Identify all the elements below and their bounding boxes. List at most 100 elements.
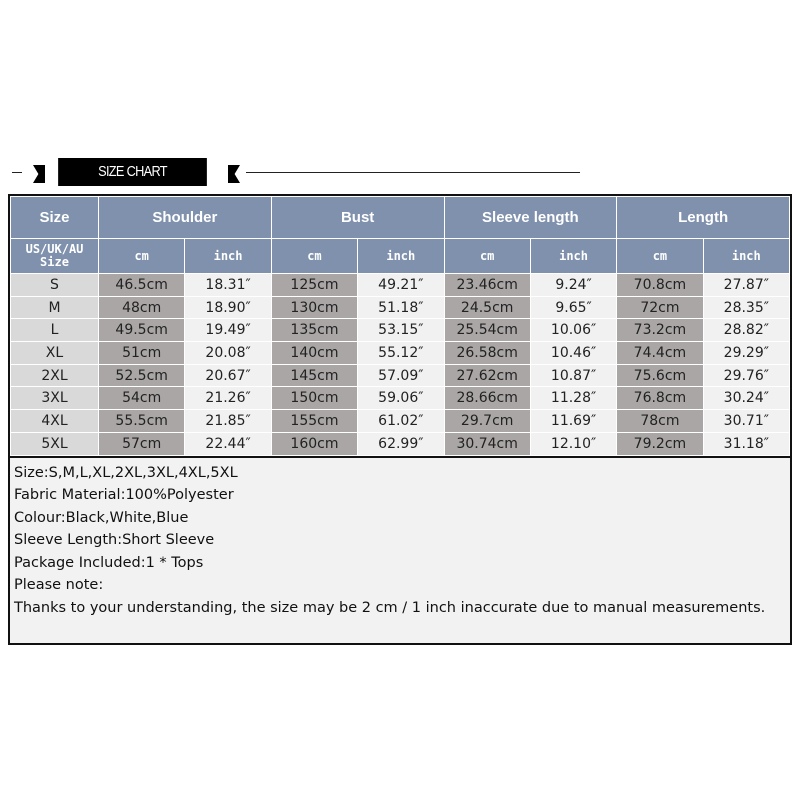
note-line: Fabric Material:100%Polyester (14, 487, 234, 503)
measurement-cell: 9.24″ (529, 273, 618, 297)
measurement-cell: 12.10″ (529, 431, 618, 456)
measurement-cell: 27.62cm (443, 363, 531, 388)
table-row: L 49.5cm 19.49″ 135cm 53.15″ 25.54cm 10.06″ 73.… (10, 318, 791, 343)
divider (12, 172, 22, 173)
note-line: Size:S,M,L,XL,2XL,3XL,4XL,5XL (14, 464, 238, 481)
size-cell: 3XL (10, 386, 99, 411)
size-cell: 5XL (10, 431, 99, 456)
unit-header: cm (443, 238, 531, 274)
banner-title: SIZE CHART (58, 158, 207, 186)
measurement-cell: 31.18″ (702, 431, 791, 456)
measurement-cell: 9.65″ (529, 295, 618, 320)
note-line: Please note: (14, 577, 104, 593)
measurement-cell: 59.06″ (357, 386, 445, 411)
measurement-cell: 24.5cm (443, 295, 531, 320)
measurement-cell: 10.06″ (529, 318, 618, 343)
measurement-cell: 55.5cm (97, 409, 186, 433)
measurement-cell: 10.46″ (529, 341, 618, 365)
ribbon-tail-left (33, 165, 45, 183)
measurement-cell: 25.54cm (443, 318, 531, 343)
measurement-cell: 20.67″ (184, 363, 272, 388)
table-row: 4XL 55.5cm 21.85″ 155cm 61.02″ 29.7cm 11.69″ 78… (10, 409, 791, 433)
measurement-cell: 30.74cm (443, 431, 531, 456)
measurement-cell: 29.76″ (702, 363, 791, 388)
header-size-region: US/UK/AU Size (10, 238, 99, 274)
measurement-cell: 49.21″ (357, 273, 445, 297)
measurement-cell: 150cm (270, 386, 359, 411)
unit-header: cm (270, 238, 359, 274)
measurement-cell: 27.87″ (702, 273, 791, 297)
table-row: M 48cm 18.90″ 130cm 51.18″ 24.5cm 9.65″ 72cm 28.… (10, 295, 791, 320)
size-cell: XL (10, 341, 99, 365)
measurement-cell: 130cm (270, 295, 359, 320)
measurement-cell: 53.15″ (357, 318, 445, 343)
note-line: Sleeve Length:Short Sleeve (14, 532, 215, 548)
measurement-cell: 30.71″ (702, 409, 791, 433)
measurement-cell: 23.46cm (443, 273, 531, 297)
table-row: 5XL 57cm 22.44″ 160cm 62.99″ 30.74cm 12.10″ 79.… (10, 431, 791, 456)
measurement-cell: 19.49″ (184, 318, 272, 343)
measurement-cell: 51.18″ (357, 295, 445, 320)
unit-header: inch (702, 238, 791, 274)
header-bust: Bust (270, 196, 445, 239)
note-line: Thanks to your understanding, the size m… (14, 599, 766, 616)
measurement-cell: 160cm (270, 431, 359, 456)
measurement-cell: 29.7cm (443, 409, 531, 433)
measurement-cell: 54cm (97, 386, 186, 411)
size-cell: M (10, 295, 99, 320)
unit-header: inch (184, 238, 272, 274)
measurement-cell: 155cm (270, 409, 359, 433)
measurement-cell: 20.08″ (184, 341, 272, 365)
measurement-cell: 61.02″ (357, 409, 445, 433)
measurement-cell: 18.31″ (184, 273, 272, 297)
size-cell: S (10, 273, 99, 297)
table-row: 2XL 52.5cm 20.67″ 145cm 57.09″ 27.62cm 10.87″ 7… (10, 363, 791, 388)
measurement-cell: 29.29″ (702, 341, 791, 365)
measurement-cell: 21.26″ (184, 386, 272, 411)
measurement-cell: 79.2cm (616, 431, 704, 456)
measurement-cell: 46.5cm (97, 273, 186, 297)
measurement-cell: 73.2cm (616, 318, 704, 343)
measurement-cell: 70.8cm (616, 273, 704, 297)
size-cell: 2XL (10, 363, 99, 388)
measurement-cell: 22.44″ (184, 431, 272, 456)
measurement-cell: 10.87″ (529, 363, 618, 388)
measurement-cell: 26.58cm (443, 341, 531, 365)
size-chart: Size Shoulder Bust Sleeve length Length … (8, 194, 792, 645)
header-length: Length (616, 196, 790, 239)
unit-header: inch (357, 238, 445, 274)
measurement-cell: 28.35″ (702, 295, 791, 320)
measurement-cell: 57.09″ (357, 363, 445, 388)
note-line: Colour:Black,White,Blue (14, 509, 189, 526)
divider (246, 172, 580, 173)
table-row: 3XL 54cm 21.26″ 150cm 59.06″ 28.66cm 11.28″ 76.… (10, 386, 791, 411)
measurement-cell: 49.5cm (97, 318, 186, 343)
measurement-cell: 11.69″ (529, 409, 618, 433)
measurement-cell: 135cm (270, 318, 359, 343)
ribbon-tail-right (228, 165, 240, 183)
measurement-cell: 75.6cm (616, 363, 704, 388)
measurement-cell: 48cm (97, 295, 186, 320)
measurement-cell: 21.85″ (184, 409, 272, 433)
table-row: XL 51cm 20.08″ 140cm 55.12″ 26.58cm 10.46″ 74.4… (10, 341, 791, 365)
product-notes: Size:S,M,L,XL,2XL,3XL,4XL,5XL Fabric Mate… (10, 455, 790, 624)
unit-header: cm (616, 238, 704, 274)
measurement-cell: 52.5cm (97, 363, 186, 388)
measurement-cell: 140cm (270, 341, 359, 365)
size-cell: L (10, 318, 99, 343)
measurement-cell: 30.24″ (702, 386, 791, 411)
header-size: Size (10, 196, 99, 239)
note-line: Package Included:1 * Tops (14, 554, 204, 571)
unit-header: inch (529, 238, 618, 274)
size-cell: 4XL (10, 409, 99, 433)
measurement-cell: 57cm (97, 431, 186, 456)
measurement-cell: 76.8cm (616, 386, 704, 411)
table-row: S 46.5cm 18.31″ 125cm 49.21″ 23.46cm 9.24″ 70.8… (10, 273, 791, 297)
header-shoulder: Shoulder (98, 196, 272, 239)
measurement-cell: 18.90″ (184, 295, 272, 320)
measurement-cell: 51cm (97, 341, 186, 365)
measurement-cell: 28.82″ (702, 318, 791, 343)
measurement-cell: 11.28″ (529, 386, 618, 411)
size-chart-banner: SIZE CHART (0, 155, 800, 191)
unit-header: cm (97, 238, 186, 274)
